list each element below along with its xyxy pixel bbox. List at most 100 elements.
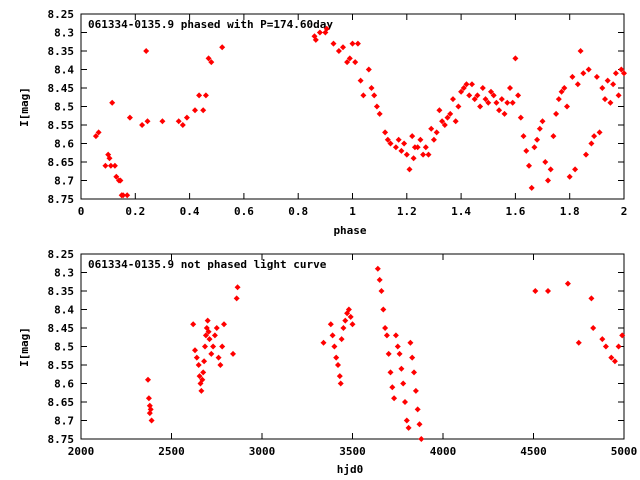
data-point — [411, 369, 417, 376]
data-point — [402, 399, 408, 405]
data-point — [340, 325, 347, 331]
data-point — [407, 339, 414, 346]
data-point — [213, 325, 220, 331]
data-point — [144, 118, 151, 125]
data-point — [111, 162, 118, 169]
data-point — [175, 118, 182, 125]
data-point — [205, 328, 212, 335]
data-point — [124, 192, 131, 199]
data-point — [329, 332, 336, 339]
data-point — [197, 380, 204, 387]
data-point — [607, 99, 614, 106]
data-point — [512, 55, 519, 62]
data-point — [392, 332, 399, 339]
x-tick-label: 1.4 — [451, 205, 471, 218]
axis-ticks: 0 0.2 0.4 0.6 0.8 1 1.2 1.4 1.6 1.8 2 8.25 8.3 8.35 8.… — [48, 8, 628, 218]
data-point — [392, 144, 399, 151]
y-tick-label: 8.35 — [48, 45, 75, 58]
data-point — [580, 70, 587, 77]
data-point — [558, 88, 565, 95]
data-point — [202, 92, 209, 99]
data-point — [471, 96, 478, 103]
data-point — [217, 362, 224, 368]
x-tick-label: 4000 — [430, 445, 457, 458]
data-point — [532, 288, 539, 294]
data-point — [335, 362, 341, 368]
data-point — [204, 317, 211, 324]
data-point — [490, 92, 497, 99]
data-point — [621, 70, 627, 77]
data-point — [611, 358, 618, 365]
data-point — [466, 92, 473, 99]
data-point — [199, 376, 206, 383]
data-point — [202, 343, 208, 350]
data-point — [210, 343, 217, 350]
data-point — [602, 96, 608, 103]
data-point — [612, 70, 619, 77]
data-point — [201, 358, 208, 365]
data-point — [380, 306, 387, 313]
data-point — [179, 122, 186, 128]
y-tick-label: 8.55 — [48, 119, 75, 132]
data-point — [504, 99, 511, 106]
data-point — [406, 166, 413, 173]
data-point — [477, 103, 484, 110]
data-point — [109, 99, 116, 106]
data-point — [409, 354, 416, 361]
data-point — [555, 96, 562, 103]
plot-title: 061334-0135.9 not phased light curve — [88, 258, 327, 271]
data-point — [396, 350, 403, 357]
data-point — [383, 332, 390, 339]
data-point — [335, 48, 342, 54]
data-point — [202, 332, 209, 339]
data-point — [312, 36, 319, 43]
y-tick-label: 8.75 — [48, 433, 75, 446]
data-point — [206, 336, 213, 343]
data-point — [360, 92, 367, 99]
data-point — [619, 332, 626, 339]
data-point — [409, 133, 416, 140]
data-point — [354, 40, 361, 47]
y-tick-label: 8.5 — [54, 341, 74, 354]
data-point — [414, 144, 421, 151]
data-point — [145, 395, 152, 402]
data-point — [469, 81, 475, 88]
axis-ticks: 2000 2500 3000 3500 4000 4500 5000 8.25 8.3 8.35 8… — [48, 248, 638, 458]
x-tick-label: 2500 — [158, 445, 185, 458]
data-point — [479, 85, 486, 91]
data-point — [338, 336, 345, 343]
data-point — [192, 107, 198, 114]
data-point — [422, 144, 429, 151]
data-point — [316, 29, 323, 36]
data-point — [336, 373, 343, 380]
data-point — [146, 410, 153, 417]
data-point — [333, 354, 340, 361]
data-point — [596, 129, 603, 136]
data-point — [536, 125, 543, 132]
data-point — [395, 136, 402, 143]
data-point — [455, 103, 462, 110]
data-point — [539, 118, 546, 125]
data-point — [417, 136, 424, 143]
data-point — [196, 373, 203, 380]
data-point — [382, 129, 389, 136]
data-point — [610, 81, 617, 88]
x-tick-label: 1.6 — [505, 205, 525, 218]
data-point — [376, 276, 383, 283]
x-tick-label: 2 — [621, 205, 628, 218]
data-point — [331, 343, 338, 350]
data-point — [376, 110, 383, 117]
data-point — [460, 85, 467, 91]
y-tick-label: 8.6 — [54, 138, 74, 151]
x-tick-label: 0.8 — [288, 205, 308, 218]
data-point — [230, 350, 236, 357]
data-point — [569, 73, 576, 80]
data-point — [547, 166, 554, 173]
data-point — [349, 40, 356, 47]
data-point — [368, 85, 375, 91]
data-point — [615, 343, 622, 350]
data-point — [433, 129, 440, 136]
data-point — [553, 110, 560, 117]
data-point — [583, 151, 589, 158]
data-point — [357, 77, 364, 84]
